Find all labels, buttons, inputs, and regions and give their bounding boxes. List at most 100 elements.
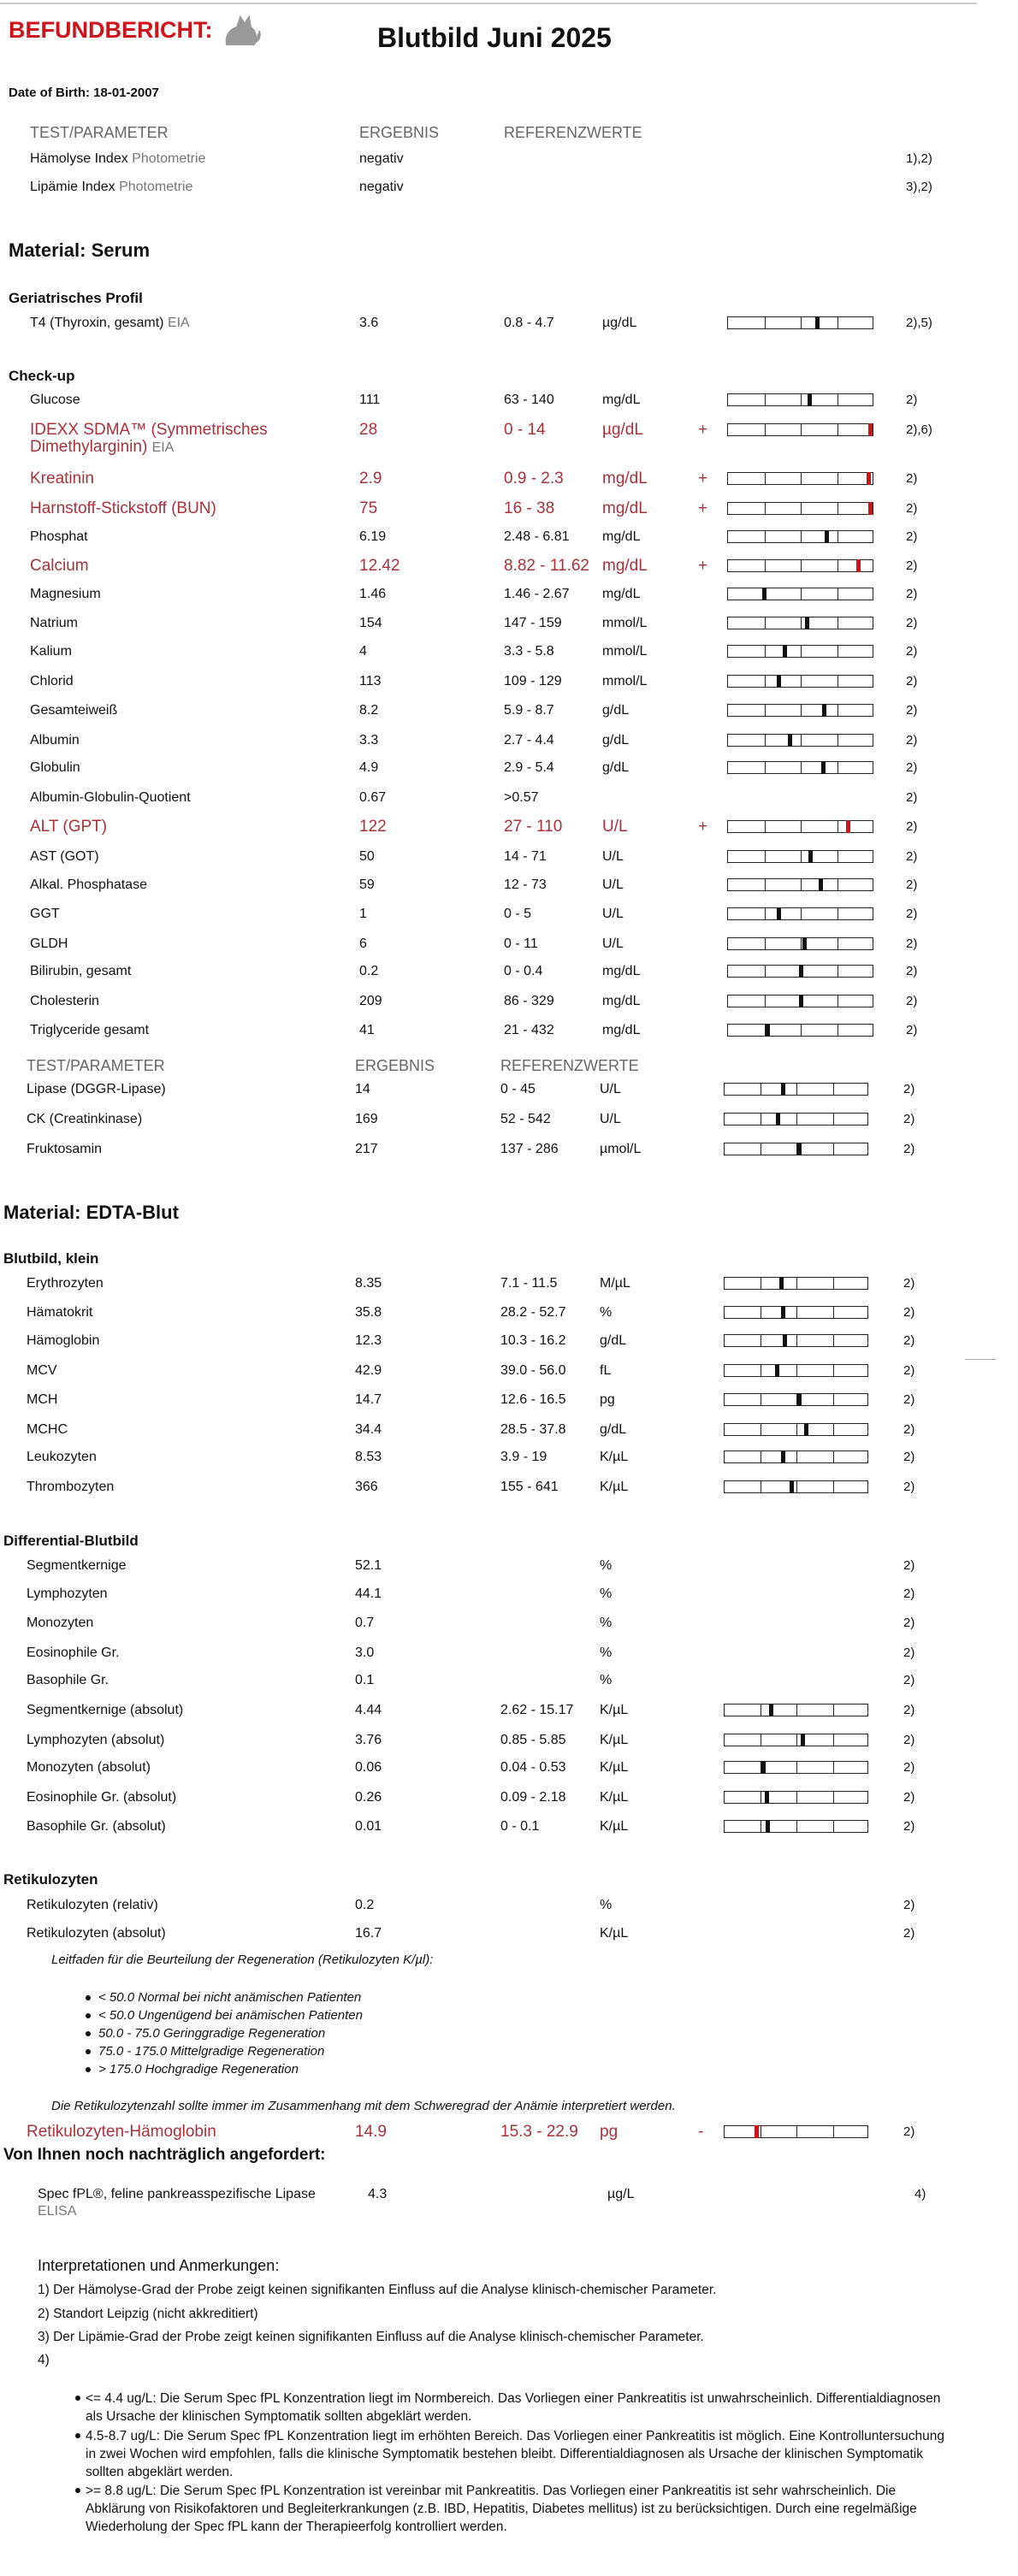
column-header: ERGEBNIS <box>355 1057 435 1074</box>
parameter: Gesamteiweiß <box>30 702 340 719</box>
footnote: 2) <box>903 1819 915 1834</box>
result-marker <box>766 1024 770 1037</box>
bar-tick <box>837 317 838 328</box>
result: 6.19 <box>359 529 387 544</box>
bar-tick <box>765 646 766 657</box>
footnote: 2) <box>903 1558 915 1573</box>
reference-range: 137 - 286 <box>500 1142 559 1156</box>
footnote: 2),6) <box>906 422 932 437</box>
bar-tick <box>796 1762 797 1773</box>
result: 50 <box>359 849 375 864</box>
parameter-name: Monozyten <box>27 1616 94 1630</box>
footnote: 2) <box>903 1673 915 1687</box>
result-marker <box>762 588 766 600</box>
result: 6 <box>359 936 367 951</box>
parameter-name: Bilirubin, gesamt <box>30 964 132 978</box>
bar-tick <box>796 1143 797 1155</box>
result-marker <box>765 1791 769 1804</box>
parameter: AST (GOT) <box>30 848 340 866</box>
bar-tick <box>801 317 802 328</box>
reference-range: 2.9 - 5.4 <box>504 760 554 775</box>
bar-tick <box>801 676 802 687</box>
date-of-birth: Date of Birth: 18-01-2007 <box>9 86 159 100</box>
unit: µmol/L <box>600 1142 642 1156</box>
parameter-name: GGT <box>30 907 60 921</box>
parameter-name: AST (GOT) <box>30 849 99 864</box>
unit: % <box>600 1616 613 1630</box>
unit: U/L <box>602 849 624 864</box>
bar-tick <box>833 1481 834 1492</box>
reference-range: 0 - 0.1 <box>500 1819 540 1834</box>
result-marker <box>799 995 803 1007</box>
result: 41 <box>359 1023 375 1037</box>
footnote: 2) <box>906 674 918 688</box>
footnote: 2) <box>906 393 918 407</box>
bar-tick <box>796 1278 797 1289</box>
bar-tick <box>833 1084 834 1095</box>
parameter-name: IDEXX SDMA™ (Symmetrisches Dimethylargin… <box>30 421 268 456</box>
parameter-name: Hämolyse Index <box>30 151 128 166</box>
guide-item: 75.0 - 175.0 Mittelgradige Regeneration <box>98 2044 325 2059</box>
bar-tick <box>801 908 802 919</box>
unit: K/µL <box>600 1819 629 1834</box>
footnote: 2) <box>906 964 918 978</box>
parameter-name: Thrombozyten <box>27 1480 115 1494</box>
unit: mg/dL <box>602 1023 641 1037</box>
bullet <box>86 2013 91 2018</box>
parameter: Eosinophile Gr. <box>27 1645 335 1662</box>
parameter-name: Erythrozyten <box>27 1276 104 1291</box>
result: 8.35 <box>355 1276 382 1291</box>
unit: mg/dL <box>602 470 648 487</box>
result: negativ <box>359 151 404 166</box>
unit: U/L <box>600 1112 621 1126</box>
bullet <box>86 2067 91 2072</box>
reference-range: 109 - 129 <box>504 674 562 688</box>
parameter-name: Chlorid <box>30 674 74 688</box>
parameter: Monozyten (absolut) <box>27 1759 335 1776</box>
reference-bar <box>727 393 873 406</box>
unit: K/µL <box>600 1760 629 1775</box>
result-marker <box>777 675 781 688</box>
footnote: 2) <box>906 994 918 1008</box>
unit: mg/dL <box>602 529 641 544</box>
bar-tick <box>765 676 766 687</box>
parameter-name: Cholesterin <box>30 994 99 1008</box>
bar-tick <box>833 1335 834 1346</box>
parameter-name: Lymphozyten (absolut) <box>27 1733 165 1747</box>
bar-tick <box>833 1114 834 1125</box>
parameter-name: Natrium <box>30 616 79 630</box>
parameter: Phosphat <box>30 529 340 546</box>
reference-bar <box>727 761 873 774</box>
bar-tick <box>837 879 838 890</box>
unit: pg <box>600 2123 618 2141</box>
reference-range: 5.9 - 8.7 <box>504 703 554 718</box>
bar-tick <box>801 503 802 514</box>
result-marker <box>797 1143 802 1155</box>
result-marker <box>777 907 781 920</box>
unit: mmol/L <box>602 644 648 659</box>
parameter-name: Fruktosamin <box>27 1142 103 1156</box>
reference-bar <box>724 1704 868 1716</box>
result: 3.0 <box>355 1645 375 1660</box>
parameter: Hämatokrit <box>27 1304 335 1321</box>
reference-bar <box>727 559 873 572</box>
footnote: 2) <box>903 2124 915 2139</box>
column-header: TEST/PARAMETER <box>27 1057 165 1074</box>
parameter: Alkal. Phosphatase <box>30 877 340 894</box>
footnote: 2) <box>903 1333 915 1348</box>
bullet <box>86 2031 91 2036</box>
unit: K/µL <box>600 1733 629 1747</box>
bar-tick <box>765 531 766 542</box>
parameter-name: Hämatokrit <box>27 1305 93 1320</box>
unit: g/dL <box>600 1333 627 1348</box>
bar-tick <box>801 473 802 484</box>
unit: U/L <box>602 936 624 951</box>
parameter-name: Retikulozyten (absolut) <box>27 1926 166 1941</box>
result: 1.46 <box>359 587 387 601</box>
result-marker <box>825 530 829 543</box>
result: 4.44 <box>355 1703 382 1717</box>
reference-range: 155 - 641 <box>500 1480 559 1494</box>
unit: µg/dL <box>602 316 637 330</box>
reference-range: 147 - 159 <box>504 616 562 630</box>
material-heading: Material: EDTA-Blut <box>3 1202 179 1223</box>
